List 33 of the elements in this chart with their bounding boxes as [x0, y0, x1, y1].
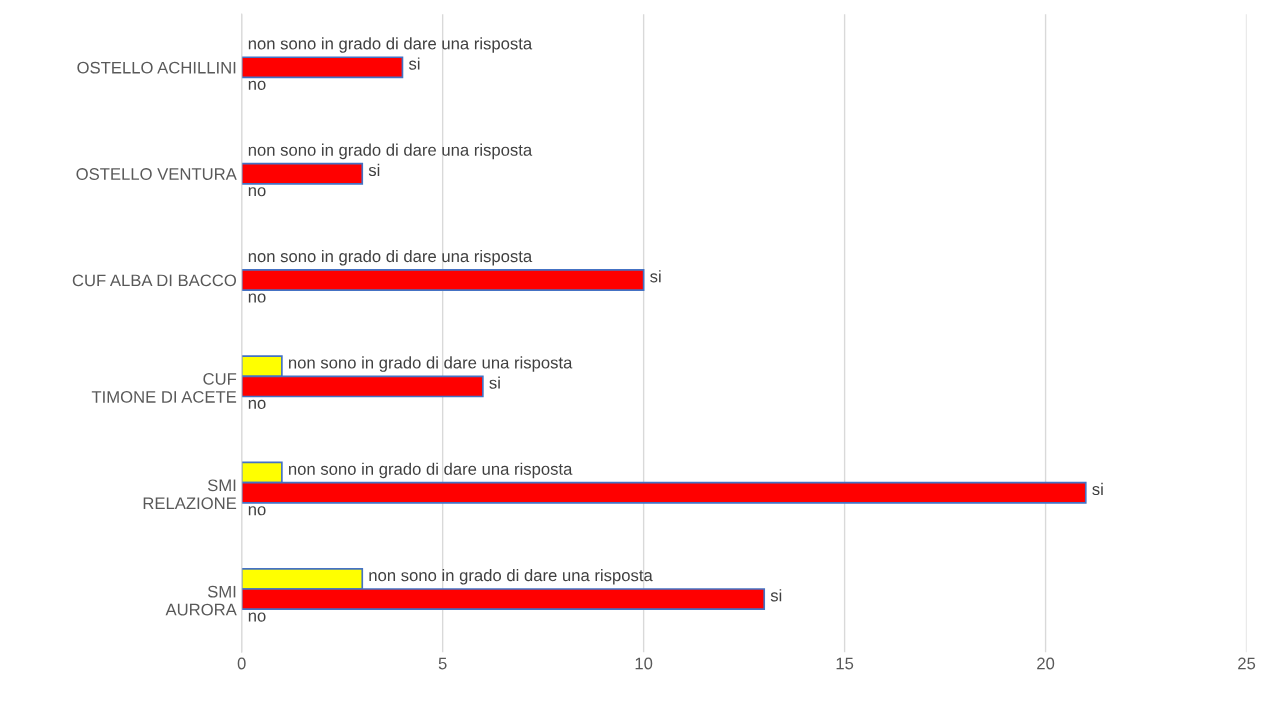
y-tick-label: OSTELLO VENTURA — [76, 168, 237, 180]
text: no — [248, 399, 266, 409]
text: no — [248, 80, 266, 90]
text: no — [248, 293, 266, 303]
series-label: si — [489, 376, 500, 389]
y-tick-label: OSTELLO ACHILLINI — [77, 61, 236, 74]
text: non sono in grado di dare una risposta — [248, 37, 533, 53]
text: si — [770, 589, 782, 602]
y-tick-label: SMI RELAZIONE — [143, 479, 237, 510]
text: non sono in grado di dare una risposta — [248, 249, 533, 266]
x-tick-label: 10 — [635, 657, 653, 670]
text: si — [1092, 482, 1103, 496]
bar — [241, 269, 645, 291]
text: non sono in grado di dare una risposta — [248, 143, 533, 160]
text: non sono in grado di dare una risposta — [289, 462, 573, 479]
bar — [241, 162, 364, 185]
x-tick-label: 5 — [438, 657, 447, 670]
text: si — [368, 163, 380, 177]
text: no — [248, 612, 266, 622]
bar — [241, 56, 404, 79]
y-tick-label: SMI AURORA — [165, 585, 237, 616]
text: si — [650, 270, 661, 283]
text: non sono in grado di dare una risposta — [369, 569, 653, 585]
y-tick-label: CUF ALBA DI BACCO — [72, 274, 237, 287]
y-tick-label: CUF TIMONE DI ACETE — [91, 373, 237, 403]
x-tick-label: 25 — [1238, 657, 1256, 670]
series-label: non sono in grado di dare una risposta — [289, 356, 573, 372]
x-tick-label: 15 — [836, 657, 854, 670]
x-tick-label: 0 — [237, 657, 246, 670]
text: no — [248, 506, 266, 516]
text: si — [408, 57, 420, 70]
text: no — [248, 187, 266, 197]
x-tick-label: 20 — [1037, 657, 1055, 670]
